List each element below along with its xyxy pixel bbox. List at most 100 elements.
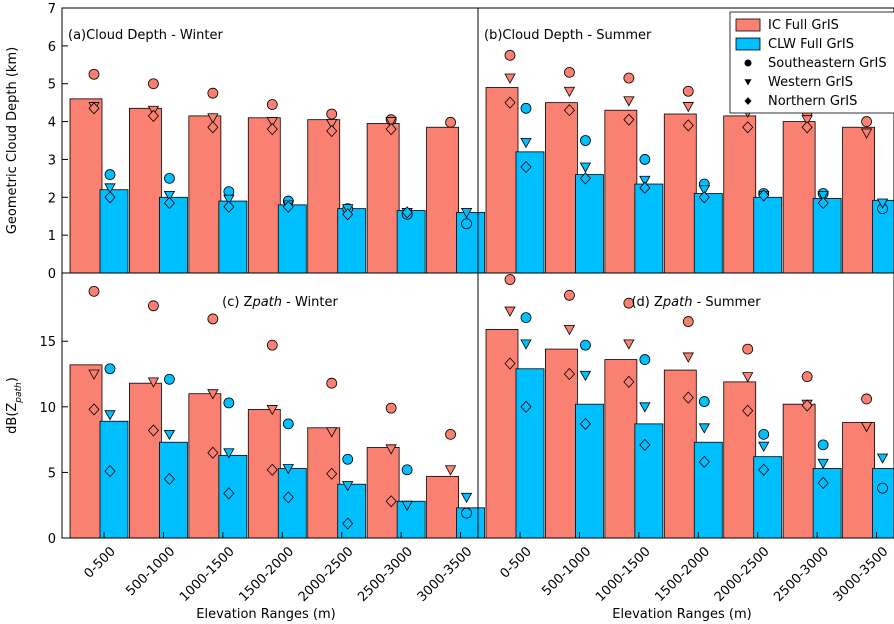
bar [575,174,604,274]
marker-point [385,123,397,136]
marker-point [742,343,754,355]
marker-point [104,464,116,478]
marker-point [563,104,575,117]
marker-point [520,312,532,324]
marker-point [207,446,219,459]
marker-point [282,200,294,213]
bar [753,196,783,274]
marker-point [876,453,889,464]
marker-point [164,172,175,184]
marker-point [504,96,516,109]
marker-point [461,218,472,230]
bar [247,409,281,539]
legend-swatch [735,18,761,32]
bar [129,382,162,539]
marker-point [579,370,592,382]
marker-point [876,198,889,209]
bar [99,189,129,274]
panel-title-part: - Summer [692,295,761,310]
marker-point [445,116,456,128]
panel-title-part: - Winter [282,295,338,310]
marker-point [504,306,516,317]
marker-point [326,427,338,438]
marker-point [148,78,159,90]
panel-title: (c) Zpath - Winter [222,295,338,310]
marker-point [282,418,294,430]
y-axis-label: Geometric Cloud Depth (km) [5,47,20,234]
marker-point [564,289,575,301]
x-axis-label: Elevation Ranges (m) [612,607,751,622]
y-tick-label: 0 [48,267,56,282]
panel-title: (d) Zpath - Summer [631,295,761,310]
panel-title-part: path [662,295,693,310]
marker-point [207,87,219,99]
marker-point [639,438,651,451]
panel-frame [477,272,894,539]
bar [545,102,578,274]
marker-point [563,86,576,98]
marker-point [698,455,710,469]
marker-point [504,73,516,84]
marker-point [147,377,160,388]
x-tick-label: 500-1000 [539,544,594,599]
y-tick-label: 3 [48,153,56,168]
marker-point [385,402,397,414]
bar [129,107,162,274]
marker-point [444,465,457,476]
y-axis-label-part: path [14,382,24,404]
legend-label: Northern GrIS [768,94,857,109]
legend-label: CLW Full GrIS [768,37,854,52]
x-tick-label: 0-500 [498,544,535,581]
legend-label: IC Full GrIS [768,18,839,33]
marker-point [326,467,338,480]
bar [69,364,103,539]
bar [604,359,638,539]
marker-point [623,96,635,107]
bar [159,441,188,539]
bar [337,208,367,274]
bar [218,454,248,539]
bar [693,441,723,539]
bar [693,193,723,274]
y-axis-label-part: ) [5,377,20,382]
marker-point [623,297,635,309]
marker-point [266,463,278,476]
y-tick-label: 5 [48,78,56,93]
bar [396,500,426,539]
marker-point [639,154,651,165]
marker-point [223,448,235,459]
x-axis-label: Elevation Ranges (m) [196,607,335,622]
y-tick-label: 1 [48,229,56,244]
marker-point [579,172,591,185]
marker-point [520,102,532,114]
marker-point [623,113,635,126]
marker-point [342,208,354,221]
bar [99,420,129,539]
marker-point [88,102,100,115]
marker-point [758,463,770,476]
x-tick-label: 3000-3500 [831,544,892,605]
y-tick-label: 5 [48,466,56,481]
marker-point [147,424,159,437]
x-tick-label: 1500-2000 [236,544,297,605]
x-tick-label: 2000-2500 [296,544,357,605]
marker-point [164,373,175,385]
marker-point [682,85,694,97]
marker-point [623,72,635,84]
bar [426,475,459,539]
x-tick-label: 1000-1500 [177,544,238,605]
marker-point [88,403,100,416]
legend-marker [744,79,752,86]
marker-point [326,377,338,389]
panel-title: (a)Cloud Depth - Winter [68,28,223,43]
y-tick-label: 4 [48,116,56,131]
marker-point [401,206,413,219]
x-tick-label: 500-1000 [123,544,178,599]
bar [307,427,341,539]
x-tick-label: 2500-3000 [355,544,416,605]
marker-point [758,441,770,452]
marker-point [579,417,591,430]
marker-point [342,481,354,492]
x-tick-label: 0-500 [82,544,119,581]
